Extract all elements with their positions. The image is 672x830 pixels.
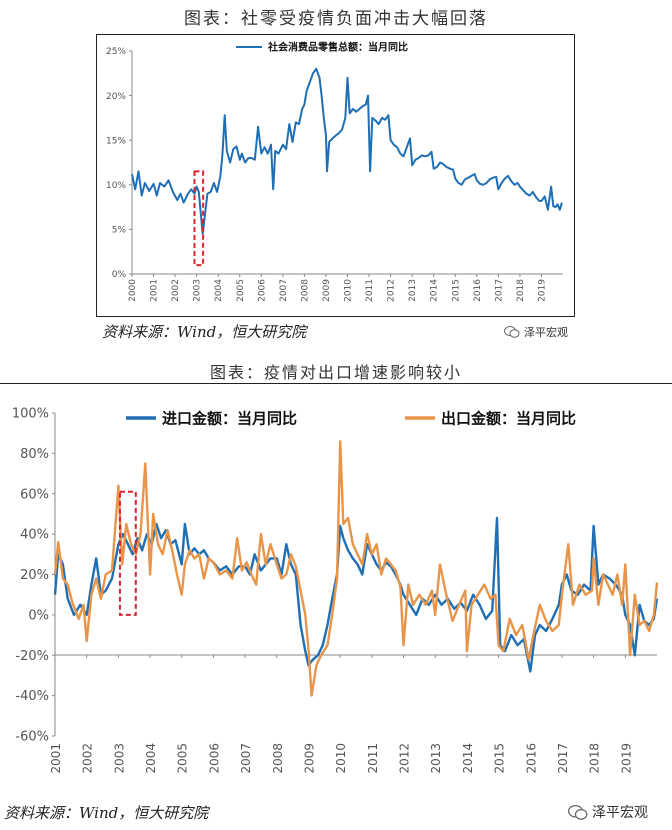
chart2-x-tick-label: 2002 bbox=[81, 743, 95, 774]
chart1-x-tick-label: 2008 bbox=[300, 279, 310, 302]
chart1-x-tick-label: 2002 bbox=[171, 279, 181, 302]
chart2-x-tick-label: 2010 bbox=[334, 743, 348, 774]
chart2-x-tick-label: 2018 bbox=[588, 743, 602, 774]
chart2-x-tick-label: 2015 bbox=[493, 743, 507, 774]
chart2-legend-label: 出口金额：当月同比 bbox=[441, 409, 576, 427]
chart2-brand-label: 泽平宏观 bbox=[592, 804, 648, 820]
chart1-y-tick-label: 25% bbox=[106, 47, 126, 57]
chart2-frame bbox=[0, 383, 672, 798]
chart2-y-tick-label: 20% bbox=[20, 568, 49, 583]
chart1-x-tick-label: 2017 bbox=[494, 279, 504, 302]
chart1-x-tick-label: 2003 bbox=[193, 279, 203, 302]
chart2-y-tick-label: -40% bbox=[15, 689, 49, 704]
chart1-series-line-1 bbox=[131, 67, 563, 235]
chart2-x-tick-label: 2014 bbox=[461, 743, 475, 774]
chart2-x-tick-label: 2019 bbox=[619, 743, 633, 774]
chart1-x-tick-label: 2007 bbox=[279, 279, 289, 302]
chart2-y-tick-label: -20% bbox=[15, 649, 49, 664]
chart2-y-tick-label: 80% bbox=[20, 447, 49, 462]
chart1-y-tick-label: 5% bbox=[112, 226, 127, 236]
chart1-x-tick-label: 2009 bbox=[322, 279, 332, 302]
chart1-brand: 泽平宏观 bbox=[504, 324, 568, 340]
chart1-y-tick-label: 10% bbox=[106, 181, 126, 191]
chart1-x-tick-label: 2013 bbox=[408, 279, 418, 302]
chart2-y-tick-label: 0% bbox=[28, 608, 49, 623]
chart2-x-tick-label: 2013 bbox=[429, 743, 443, 774]
wechat-icon bbox=[568, 804, 588, 820]
chart1-x-tick-label: 2018 bbox=[516, 279, 526, 302]
chart1-highlight-box bbox=[193, 170, 205, 267]
chart1-x-tick-label: 2014 bbox=[430, 279, 440, 302]
chart2-x-tick-label: 2003 bbox=[112, 743, 126, 774]
chart1-title: 图表：社零受疫情负面冲击大幅回落 bbox=[184, 9, 488, 29]
chart2-y-tick-label: 40% bbox=[20, 528, 49, 543]
chart2-x-tick-label: 2004 bbox=[144, 743, 158, 774]
chart2-y-tick-label: 100% bbox=[12, 407, 49, 422]
chart1-x-tick-label: 2001 bbox=[150, 279, 160, 302]
chart1-source: 资料来源：Wind，恒大研究院 bbox=[102, 323, 307, 341]
chart2-source: 资料来源：Wind，恒大研究院 bbox=[4, 804, 209, 822]
chart1-svg: 0% 5% 10% 15% 20% 25% 2000 2001 2002 2003 2004 2005… bbox=[106, 41, 563, 302]
chart2-title: 图表：疫情对出口增速影响较小 bbox=[209, 363, 462, 382]
chart1-x-tick-label: 2010 bbox=[344, 279, 354, 302]
chart1-x-tick-label: 2004 bbox=[214, 279, 224, 302]
chart2-brand: 泽平宏观 bbox=[568, 802, 648, 822]
chart1-x-tick-label: 2005 bbox=[236, 279, 246, 302]
chart2-series-line-1 bbox=[53, 516, 659, 673]
chart2-highlight-box bbox=[118, 490, 137, 616]
chart2-x-tick-label: 2011 bbox=[366, 743, 380, 774]
chart2-x-tick-label: 2012 bbox=[398, 743, 412, 774]
chart2-y-tick-label: 60% bbox=[20, 487, 49, 502]
chart2-x-tick-label: 2008 bbox=[271, 743, 285, 774]
chart1-x-tick-label: 2015 bbox=[451, 279, 461, 302]
chart2-x-tick-label: 2017 bbox=[556, 743, 570, 774]
chart2-x-tick-label: 2001 bbox=[49, 743, 63, 774]
chart2-x-tick-label: 2005 bbox=[176, 743, 190, 774]
chart1-y-tick-label: 0% bbox=[112, 270, 127, 280]
chart1-x-tick-label: 2012 bbox=[387, 279, 397, 302]
chart2-x-tick-label: 2007 bbox=[239, 743, 253, 774]
chart2-series-line-2 bbox=[53, 440, 659, 697]
chart1-x-tick-label: 2016 bbox=[473, 279, 483, 302]
chart1-x-tick-label: 2006 bbox=[257, 279, 267, 302]
chart1-frame bbox=[96, 34, 575, 317]
chart2-x-tick-label: 2009 bbox=[302, 743, 316, 774]
chart2-y-tick-label: -60% bbox=[15, 730, 49, 745]
chart2-x-tick-label: 2006 bbox=[207, 743, 221, 774]
wechat-icon bbox=[504, 326, 520, 338]
chart1-x-tick-label: 2000 bbox=[128, 279, 138, 302]
chart1-y-tick-label: 20% bbox=[106, 92, 126, 102]
chart1-brand-label: 泽平宏观 bbox=[524, 327, 568, 339]
chart1-y-tick-label: 15% bbox=[106, 136, 126, 146]
chart1-x-tick-label: 2019 bbox=[537, 279, 547, 302]
chart1-legend-label: 社会消费品零售总额：当月同比 bbox=[267, 41, 408, 54]
chart2-legend-label: 进口金额：当月同比 bbox=[162, 409, 297, 427]
chart1-x-tick-label: 2011 bbox=[365, 279, 375, 302]
chart2-x-tick-label: 2016 bbox=[524, 743, 538, 774]
